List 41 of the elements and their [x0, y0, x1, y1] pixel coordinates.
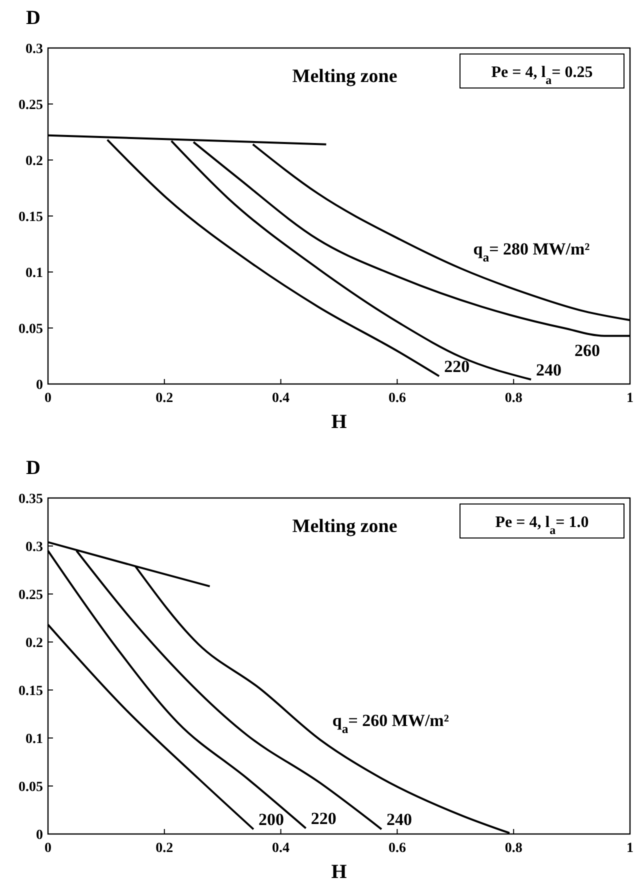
y-tick-label: 0 — [36, 828, 43, 843]
x-tick-label: 0.6 — [388, 841, 406, 856]
y-tick-label: 0.2 — [26, 154, 43, 169]
annotation: Melting zone — [292, 516, 398, 537]
x-tick-label: 0.2 — [156, 391, 174, 406]
y-tick-label: 0 — [36, 378, 43, 393]
series-label: q$_{a}$= 280 MW/m² — [473, 240, 590, 265]
y-axis-title: D — [26, 457, 40, 479]
y-tick-label: 0.3 — [26, 42, 43, 57]
annotation: Pe = 4, l$_{a}$= 0.25 — [491, 64, 593, 87]
y-tick-label: 0.1 — [26, 732, 43, 747]
series-label: 240 — [536, 360, 562, 380]
x-tick-label: 0.8 — [504, 391, 522, 406]
x-tick-label: 0.4 — [272, 841, 290, 856]
x-tick-label: 0.6 — [388, 391, 406, 406]
y-tick-label: 0.05 — [18, 780, 43, 795]
y-tick-label: 0.25 — [18, 98, 43, 113]
x-tick-label: 1 — [626, 841, 634, 856]
series-label: 240 — [386, 810, 412, 830]
series-label: 200 — [258, 810, 284, 830]
x-tick-label: 0.2 — [156, 841, 174, 856]
y-tick-label: 0.1 — [26, 266, 43, 281]
series-label: 220 — [444, 357, 470, 376]
annotation: Pe = 4, l$_{a}$= 1.0 — [495, 514, 589, 537]
annotation: Melting zone — [292, 66, 398, 87]
y-tick-label: 0.15 — [18, 210, 43, 225]
y-tick-label: 0.25 — [18, 588, 43, 603]
x-axis-title: H — [331, 411, 348, 433]
series-label: 260 — [574, 340, 600, 360]
x-tick-label: 0.8 — [504, 841, 522, 856]
y-tick-label: 0.35 — [18, 492, 43, 507]
y-tick-label: 0.05 — [18, 322, 43, 337]
x-axis-title: H — [331, 861, 348, 883]
x-tick-label: 1 — [626, 391, 634, 406]
x-tick-label: 0.4 — [272, 391, 290, 406]
y-tick-label: 0.15 — [18, 684, 43, 699]
series-label: 220 — [310, 809, 336, 828]
y-tick-label: 0.2 — [26, 636, 43, 651]
y-axis-title: D — [26, 7, 40, 29]
y-tick-label: 0.3 — [26, 540, 43, 555]
series-label: q$_{a}$= 260 MW/m² — [332, 710, 449, 736]
